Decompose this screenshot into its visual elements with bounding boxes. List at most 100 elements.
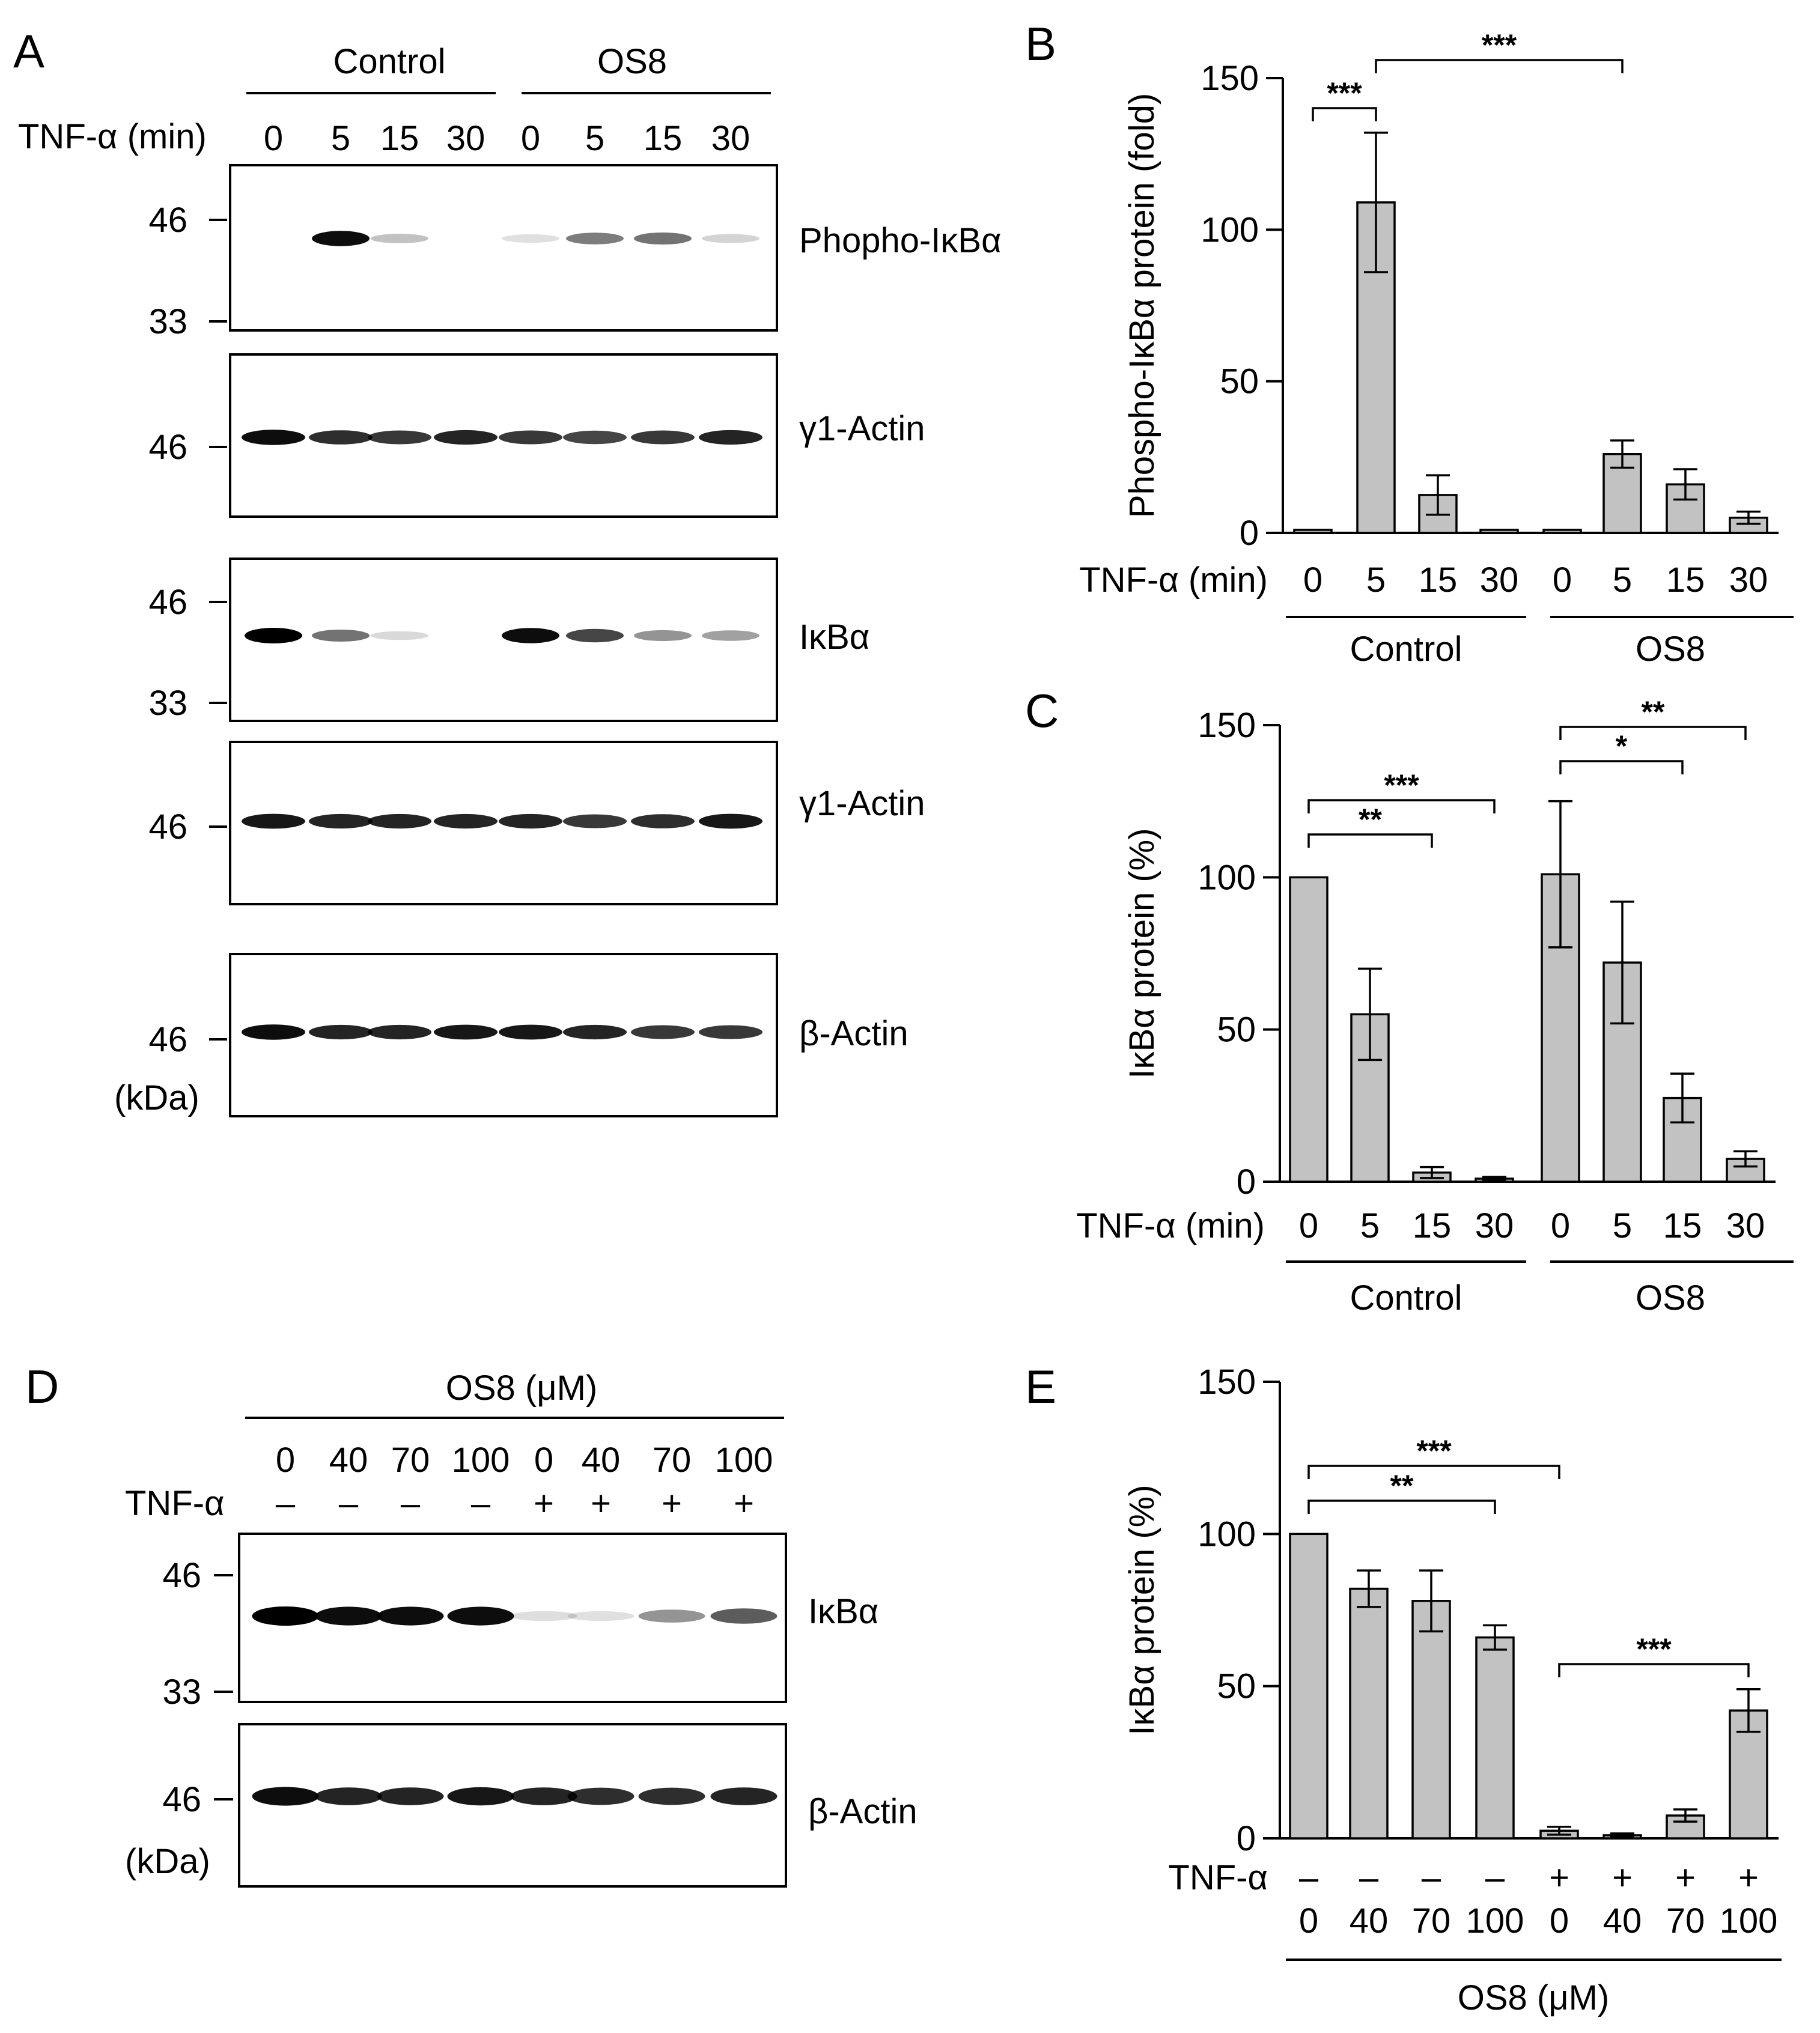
tnf-row-label-d: TNF-α	[125, 1484, 225, 1523]
y-tick-label: 150	[1201, 59, 1259, 98]
lane-dose-label: 40	[329, 1441, 368, 1480]
blot-band	[634, 232, 692, 245]
blot-band	[563, 814, 627, 828]
y-axis-label: IκBα protein (%)	[1122, 1484, 1161, 1735]
blot-band	[699, 1025, 762, 1039]
blot-band	[245, 628, 302, 643]
significance-stars: **	[1390, 1469, 1414, 1503]
bar	[1293, 529, 1333, 534]
blot-band	[567, 1787, 635, 1805]
bar	[1479, 529, 1519, 534]
y-tick-label: 50	[1217, 1010, 1256, 1050]
tnf-sign: +	[1549, 1858, 1569, 1897]
lane-time-label: 0	[521, 119, 540, 158]
y-tick-label: 100	[1201, 210, 1259, 249]
significance-bracket	[1559, 760, 1684, 774]
marker-label: 46	[162, 1780, 201, 1819]
significance-bracket	[1307, 1500, 1496, 1514]
y-tick-label: 150	[1198, 1363, 1256, 1402]
marker-label: 33	[148, 302, 187, 341]
x-tick-label: 15	[1413, 1206, 1452, 1245]
lane-tnf-sign: –	[471, 1484, 491, 1523]
blot-band	[502, 234, 559, 243]
y-tick-label: 50	[1217, 1667, 1256, 1706]
blot-band	[371, 631, 428, 640]
group-label: OS8	[1636, 1278, 1705, 1317]
significance-stars: ***	[1327, 76, 1362, 110]
y-tick-label: 0	[1237, 1162, 1256, 1202]
y-tick-label: 100	[1198, 858, 1256, 897]
blot-band	[252, 1606, 319, 1626]
y-tick-label: 0	[1240, 514, 1259, 553]
blot-band	[252, 1787, 319, 1806]
blot-label: β-Actin	[808, 1792, 918, 1831]
bar	[1411, 1600, 1451, 1840]
x-tick-label: 30	[1480, 561, 1519, 600]
y-tick-label: 50	[1220, 362, 1259, 401]
blot-band	[434, 1024, 498, 1040]
lane-tnf-sign: –	[339, 1484, 359, 1523]
panel-b-letter: B	[1025, 17, 1056, 70]
time-row-label: TNF-α (min)	[18, 117, 207, 156]
blot-band	[447, 1787, 514, 1806]
y-tick-label: 150	[1198, 706, 1256, 745]
y-tick-label: 0	[1237, 1819, 1256, 1858]
blot-band	[510, 1611, 577, 1621]
dose-header: OS8 (μM)	[446, 1369, 598, 1408]
bar	[1542, 529, 1582, 534]
blot-band	[563, 430, 627, 445]
y-tick-label: 100	[1198, 1515, 1256, 1554]
blot-band	[499, 813, 562, 829]
blot-label: Phopho-IκBα	[799, 221, 1002, 260]
blot-band	[242, 430, 305, 445]
significance-bracket	[1307, 833, 1433, 848]
blot-band	[315, 1787, 382, 1805]
blot-band	[502, 628, 559, 643]
blot-band	[566, 628, 624, 643]
blot-band	[368, 430, 431, 445]
blot-frame	[229, 558, 778, 722]
lane-dose-label: 70	[653, 1441, 692, 1480]
x-tick-label: 100	[1720, 1901, 1778, 1940]
lane-tnf-sign: +	[734, 1484, 754, 1523]
blot-band	[377, 1787, 444, 1805]
blot-label: γ1-Actin	[799, 784, 925, 823]
blot-band	[567, 1611, 635, 1621]
lane-dose-label: 40	[582, 1441, 621, 1480]
lane-time-label: 30	[711, 119, 750, 158]
blot-band	[710, 1608, 778, 1624]
x-tick-label: 5	[1613, 561, 1632, 600]
x-tick-label: 30	[1729, 561, 1768, 600]
kda-label-d: (kDa)	[125, 1842, 210, 1881]
x-tick-label: 30	[1726, 1206, 1765, 1245]
blot-label: IκBα	[799, 618, 869, 657]
marker-label: 46	[148, 428, 187, 467]
x-tick-label: 0	[1299, 1206, 1318, 1245]
panel-c-letter: C	[1025, 684, 1059, 737]
blot-band	[638, 1609, 705, 1623]
blot-band	[371, 234, 428, 243]
x-axis-label: OS8 (μM)	[1458, 1978, 1610, 2017]
lane-tnf-sign: –	[401, 1484, 421, 1523]
lane-dose-label: 70	[391, 1441, 430, 1480]
panel-a: A Control OS8 TNF-α (min) 0 5 15 30 0 5 15 30 4…	[13, 25, 1002, 1117]
significance-stars: ***	[1636, 1632, 1672, 1666]
blot-band	[702, 234, 759, 243]
tnf-sign: –	[1422, 1858, 1441, 1897]
tnf-sign: –	[1299, 1858, 1319, 1897]
tnf-sign: –	[1359, 1858, 1379, 1897]
blot-band	[631, 814, 695, 828]
tnf-sign: +	[1675, 1858, 1696, 1897]
row-label: TNF-α	[1168, 1858, 1268, 1897]
blot-band	[312, 231, 370, 246]
blot-band	[631, 430, 695, 445]
x-tick-label: 70	[1666, 1901, 1705, 1940]
x-tick-label: 0	[1550, 1901, 1569, 1940]
significance-stars: ***	[1384, 768, 1419, 802]
blot-band	[699, 813, 762, 829]
x-tick-label: 5	[1613, 1206, 1632, 1245]
panel-e-letter: E	[1025, 1360, 1056, 1413]
blot-band	[368, 813, 431, 829]
blot-band	[242, 1024, 305, 1040]
